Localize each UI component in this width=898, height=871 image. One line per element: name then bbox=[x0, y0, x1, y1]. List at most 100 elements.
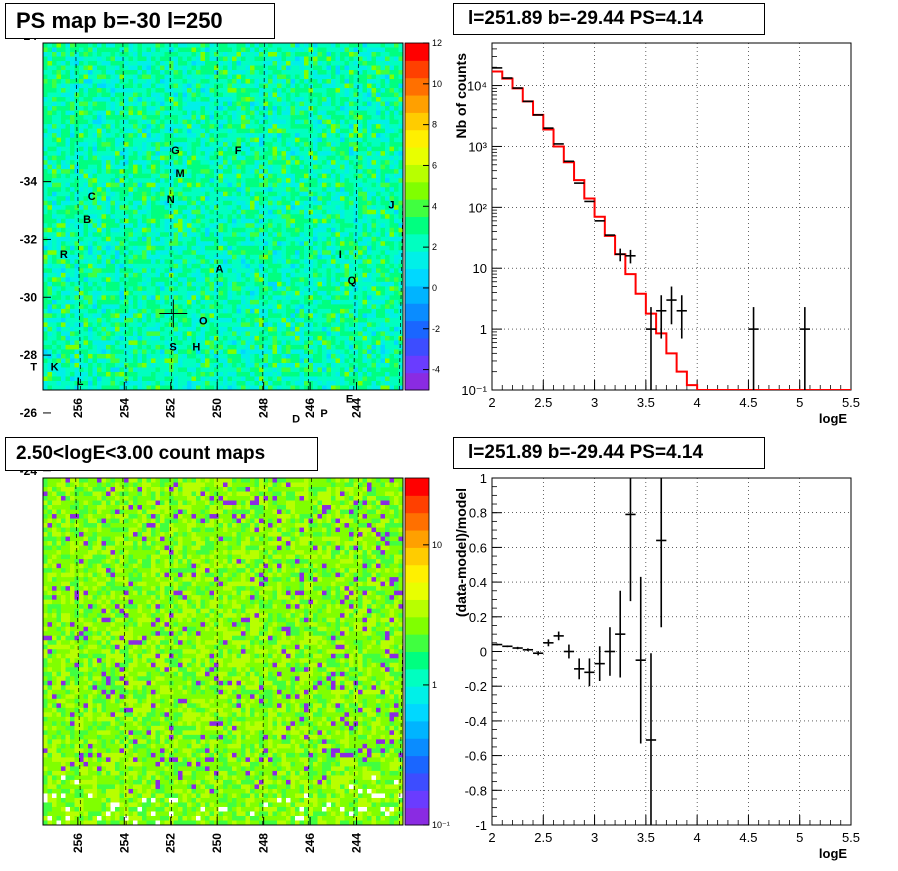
heatmap-cell bbox=[340, 70, 345, 75]
heatmap-cell bbox=[223, 227, 228, 233]
heatmap-cell bbox=[74, 277, 80, 283]
heatmap-cell bbox=[290, 110, 296, 116]
heatmap-cell bbox=[106, 133, 111, 139]
heatmap-cell bbox=[133, 61, 138, 66]
heatmap-cell bbox=[223, 268, 228, 274]
heatmap-cell bbox=[187, 47, 192, 53]
heatmap-cell bbox=[295, 299, 300, 305]
heatmap-cell bbox=[245, 133, 251, 139]
heatmap-cell bbox=[205, 218, 210, 224]
heatmap-cell bbox=[92, 241, 98, 247]
heatmap-cell bbox=[272, 146, 278, 152]
heatmap-cell bbox=[110, 191, 116, 197]
heatmap-cell bbox=[74, 263, 80, 269]
heatmap-cell bbox=[295, 245, 300, 251]
heatmap-cell bbox=[358, 173, 363, 179]
heatmap-cell bbox=[367, 43, 372, 48]
heatmap-cell bbox=[173, 97, 179, 102]
heatmap-cell bbox=[133, 137, 138, 143]
heatmap-cell bbox=[281, 155, 287, 161]
heatmap-cell bbox=[322, 182, 327, 188]
heatmap-cell bbox=[259, 88, 264, 93]
heatmap-cell bbox=[313, 178, 318, 184]
heatmap-cell bbox=[200, 70, 206, 75]
heatmap-cell bbox=[394, 308, 399, 314]
heatmap-cell bbox=[326, 205, 332, 211]
heatmap-cell bbox=[367, 133, 372, 139]
heatmap-cell bbox=[281, 65, 287, 71]
heatmap-cell bbox=[83, 241, 89, 247]
heatmap-cell bbox=[340, 178, 345, 184]
heatmap-cell bbox=[182, 272, 188, 278]
heatmap-cell bbox=[128, 151, 134, 157]
heatmap-cell bbox=[47, 101, 53, 107]
heatmap-cell bbox=[137, 232, 143, 238]
heatmap-cell bbox=[173, 65, 179, 71]
heatmap-cell bbox=[385, 241, 390, 247]
heatmap-cell bbox=[146, 245, 152, 251]
heatmap-cell bbox=[272, 115, 278, 121]
heatmap-cell bbox=[200, 272, 206, 278]
heatmap-cell bbox=[313, 61, 318, 66]
heatmap-cell bbox=[358, 169, 363, 175]
heatmap-cell bbox=[344, 209, 350, 215]
heatmap-cell bbox=[385, 245, 390, 251]
heatmap-cell bbox=[83, 70, 89, 75]
heatmap-cell bbox=[146, 137, 152, 143]
heatmap-cell bbox=[92, 47, 98, 53]
heatmap-cell bbox=[187, 169, 192, 175]
heatmap-cell bbox=[47, 281, 53, 287]
heatmap-cell bbox=[281, 259, 287, 265]
heatmap-cell bbox=[281, 146, 287, 152]
heatmap-cell bbox=[286, 137, 291, 143]
heatmap-cell bbox=[209, 79, 215, 84]
heatmap-cell bbox=[394, 205, 399, 211]
heatmap-cell bbox=[344, 200, 350, 206]
heatmap-cell bbox=[376, 259, 381, 265]
heatmap-cell bbox=[290, 205, 296, 211]
heatmap-cell bbox=[124, 146, 129, 152]
heatmap-cell bbox=[277, 241, 282, 247]
heatmap-cell bbox=[263, 209, 269, 215]
heatmap-cell bbox=[151, 133, 156, 139]
heatmap-cell bbox=[52, 322, 57, 328]
heatmap-cell bbox=[277, 214, 282, 220]
heatmap-cell bbox=[268, 272, 273, 278]
heatmap-cell bbox=[394, 115, 399, 121]
heatmap-cell bbox=[299, 182, 305, 188]
heatmap-cell bbox=[223, 128, 228, 134]
heatmap-cell bbox=[376, 151, 381, 157]
heatmap-cell bbox=[304, 74, 309, 80]
heatmap-cell bbox=[182, 74, 188, 80]
heatmap-cell bbox=[313, 227, 318, 233]
heatmap-cell bbox=[281, 317, 287, 323]
heatmap-cell bbox=[299, 65, 305, 71]
heatmap-cell bbox=[74, 241, 80, 247]
heatmap-cell bbox=[115, 133, 120, 139]
heatmap-cell bbox=[56, 277, 62, 283]
heatmap-cell bbox=[232, 313, 237, 319]
heatmap-cell bbox=[110, 286, 116, 292]
heatmap-cell bbox=[254, 151, 260, 157]
heatmap-cell bbox=[133, 245, 138, 251]
heatmap-cell bbox=[151, 146, 156, 152]
heatmap-cell bbox=[106, 70, 111, 75]
heatmap-cell bbox=[169, 200, 174, 206]
heatmap-cell bbox=[281, 254, 287, 260]
heatmap-cell bbox=[70, 281, 75, 287]
heatmap-cell bbox=[295, 236, 300, 242]
heatmap-cell bbox=[124, 173, 129, 179]
heatmap-cell bbox=[47, 286, 53, 292]
heatmap-cell bbox=[254, 286, 260, 292]
heatmap-cell bbox=[200, 88, 206, 93]
heatmap-cell bbox=[290, 304, 296, 310]
heatmap-cell bbox=[380, 137, 386, 143]
heatmap-cell bbox=[322, 187, 327, 193]
heatmap-cell bbox=[101, 322, 107, 328]
heatmap-cell bbox=[178, 173, 183, 179]
heatmap-cell bbox=[326, 286, 332, 292]
heatmap-cell bbox=[263, 173, 269, 179]
heatmap-cell bbox=[290, 160, 296, 166]
heatmap-cell bbox=[178, 110, 183, 116]
heatmap-cell bbox=[371, 106, 377, 111]
